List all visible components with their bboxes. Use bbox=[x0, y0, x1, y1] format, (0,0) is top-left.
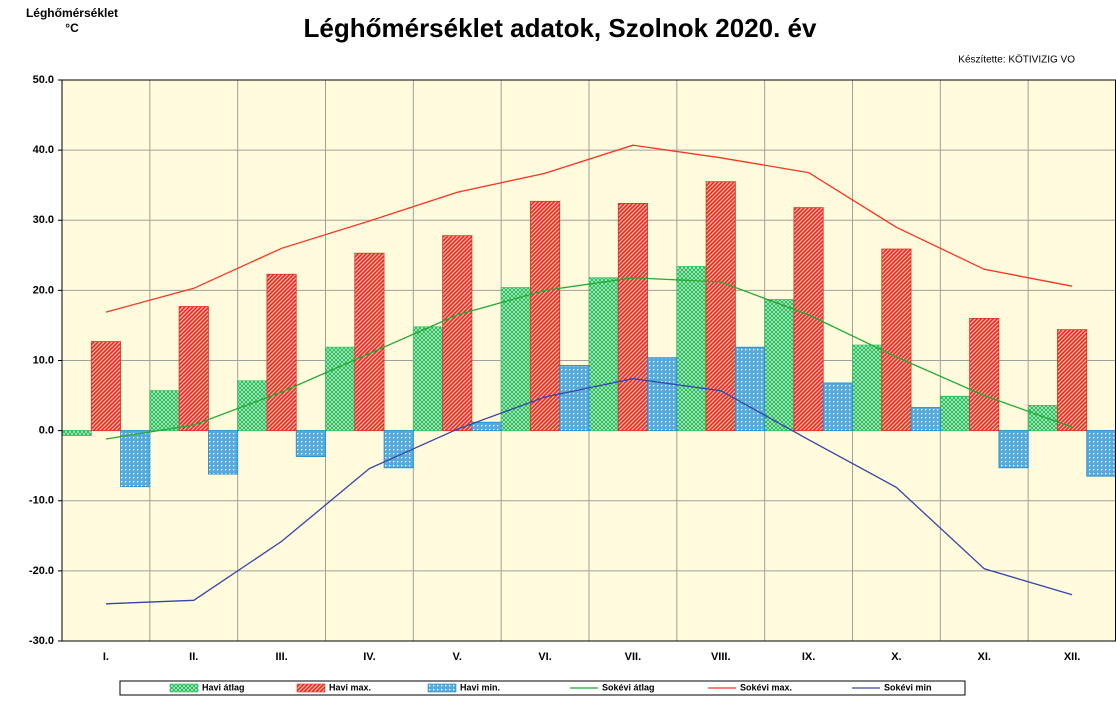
chart-title: Léghőmérséklet adatok, Szolnok 2020. év bbox=[304, 13, 818, 43]
x-tick-label: I. bbox=[103, 651, 109, 663]
bar bbox=[237, 380, 268, 432]
bar bbox=[354, 252, 385, 432]
y-axis-unit: °C bbox=[65, 21, 79, 35]
line bbox=[105, 144, 1073, 313]
x-tick-label: III. bbox=[275, 651, 287, 663]
credit: Készítette: KÖTIVIZIG VO bbox=[958, 54, 1075, 66]
bar bbox=[881, 248, 912, 432]
y-tick-label: 10.0 bbox=[33, 354, 54, 366]
legend-label: Sokévi max. bbox=[740, 682, 792, 692]
line bbox=[105, 378, 1073, 605]
y-tick-label: -20.0 bbox=[29, 565, 54, 577]
x-tick-label: V. bbox=[453, 651, 462, 663]
bar bbox=[705, 181, 736, 432]
legend-label: Havi max. bbox=[329, 682, 371, 692]
y-axis-label: Léghőmérséklet bbox=[26, 6, 118, 20]
legend-label: Sokévi átlag bbox=[602, 682, 655, 692]
bar bbox=[588, 277, 619, 432]
bar bbox=[325, 346, 356, 432]
bar bbox=[734, 346, 766, 432]
legend-swatch bbox=[296, 683, 326, 693]
bar bbox=[617, 203, 648, 432]
bar bbox=[207, 430, 239, 475]
y-tick-label: 40.0 bbox=[33, 144, 54, 156]
y-tick-label: -10.0 bbox=[29, 495, 54, 507]
x-tick-label: IX. bbox=[802, 651, 815, 663]
legend-label: Havi min. bbox=[460, 682, 500, 692]
bar bbox=[764, 299, 795, 432]
x-tick-label: VI. bbox=[538, 651, 551, 663]
line bbox=[105, 277, 1073, 440]
bar bbox=[61, 430, 92, 436]
bar bbox=[939, 395, 971, 432]
bar bbox=[442, 235, 473, 432]
bar bbox=[500, 287, 531, 432]
x-tick-label: XI. bbox=[978, 651, 991, 663]
bar bbox=[1027, 404, 1058, 432]
y-tick-label: 0.0 bbox=[39, 425, 54, 437]
bar bbox=[822, 382, 853, 432]
bar bbox=[149, 390, 180, 432]
bar bbox=[295, 430, 326, 457]
x-tick-label: VII. bbox=[625, 651, 642, 663]
legend-label: Sokévi min bbox=[884, 682, 932, 692]
y-tick-label: 30.0 bbox=[33, 214, 54, 226]
x-tick-label: IV. bbox=[363, 651, 375, 663]
x-tick-label: XII. bbox=[1064, 651, 1081, 663]
bar bbox=[676, 266, 707, 432]
x-tick-label: II. bbox=[189, 651, 198, 663]
legend-swatch bbox=[169, 683, 199, 693]
bar bbox=[412, 326, 444, 432]
bar bbox=[120, 430, 151, 488]
bar bbox=[969, 318, 1000, 432]
y-tick-label: -30.0 bbox=[29, 635, 54, 647]
bar bbox=[1057, 329, 1088, 432]
bar bbox=[647, 357, 678, 432]
x-tick-label: X. bbox=[891, 651, 901, 663]
bar bbox=[530, 200, 561, 432]
bar bbox=[266, 273, 297, 432]
bar bbox=[1086, 430, 1116, 477]
bar bbox=[383, 430, 414, 469]
bar bbox=[910, 407, 941, 432]
bar bbox=[178, 306, 209, 432]
bar bbox=[852, 344, 883, 432]
bar bbox=[998, 430, 1029, 469]
legend-box bbox=[119, 680, 966, 696]
legend-label: Havi átlag bbox=[202, 682, 245, 692]
y-tick-label: 50.0 bbox=[33, 74, 54, 86]
bar bbox=[559, 365, 590, 432]
bar bbox=[471, 421, 502, 432]
legend-swatch bbox=[427, 683, 457, 693]
y-tick-label: 20.0 bbox=[33, 284, 54, 296]
bar bbox=[90, 341, 121, 432]
x-tick-label: VIII. bbox=[711, 651, 731, 663]
